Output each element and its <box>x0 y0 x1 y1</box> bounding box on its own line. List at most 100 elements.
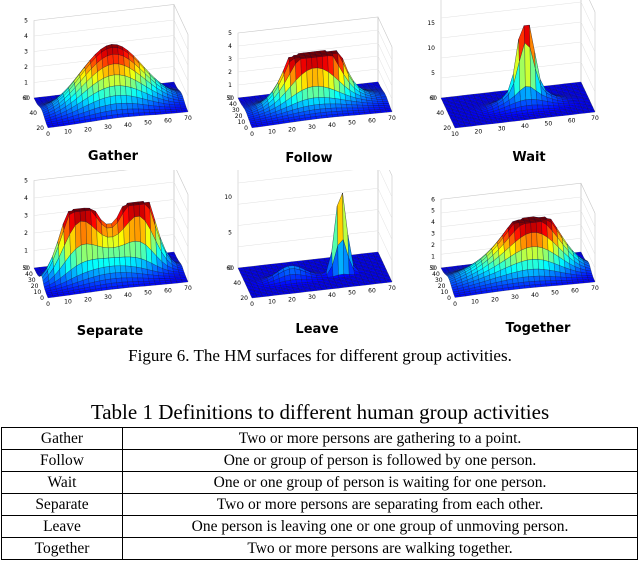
y-tick-label: 0 <box>447 295 451 302</box>
surface-patch <box>528 276 535 282</box>
surface-patch <box>523 281 530 286</box>
x-tick-label: 70 <box>591 115 599 122</box>
y-tick-label: 30 <box>232 107 240 114</box>
surface-patch <box>537 104 544 110</box>
x-tick-label: 30 <box>308 124 316 131</box>
y-tick-label: 20 <box>235 113 243 120</box>
surface-patch <box>319 108 327 113</box>
surface-patch <box>545 283 553 287</box>
surface-patch <box>346 107 354 112</box>
surface-patch <box>86 243 93 261</box>
grid-line <box>440 61 596 93</box>
y-tick-label: 40 <box>432 271 440 278</box>
surface-patch <box>570 273 578 278</box>
surface-patch <box>121 103 128 110</box>
y-tick-label: 20 <box>36 125 44 132</box>
x-tick-label: 40 <box>124 122 132 129</box>
surface-patch <box>525 86 532 100</box>
surface-patch <box>555 280 563 284</box>
surface-patch <box>367 105 375 108</box>
surface-patch <box>302 98 309 108</box>
surface-patch <box>111 44 118 48</box>
surface-patch <box>316 275 323 278</box>
surface-patch <box>385 110 393 113</box>
surface-patch <box>154 109 161 113</box>
grid-line <box>237 187 393 219</box>
back-wall <box>237 170 379 269</box>
surface-patch <box>350 100 358 106</box>
surface-patch <box>531 246 539 260</box>
grid-line <box>440 1 596 33</box>
surface-patch <box>122 284 129 289</box>
surface-patch <box>87 259 94 272</box>
surface-patch <box>538 268 545 277</box>
surface-patch <box>529 284 536 288</box>
surface-patch <box>97 258 105 269</box>
y-tick-label: 60 <box>226 265 234 272</box>
surface-patch <box>542 104 549 109</box>
surface-patch <box>534 284 542 288</box>
surface-patch <box>363 107 370 111</box>
figure-caption: Figure 6. The HM surfaces for different … <box>128 346 512 365</box>
surface-patch <box>169 106 177 110</box>
z-tick-label: 1 <box>24 248 28 255</box>
surface-patch <box>361 102 369 106</box>
surface-patch <box>114 74 121 87</box>
surface-patch <box>317 67 324 88</box>
y-tick-label: 50 <box>22 265 30 272</box>
x-tick-label: 70 <box>591 285 599 292</box>
surface-patch <box>340 99 347 105</box>
x-tick-label: 70 <box>388 115 396 122</box>
surface-patch <box>330 103 337 109</box>
surface-patch <box>369 111 376 114</box>
plot-label-leave: Leave <box>295 322 339 337</box>
surface-patch <box>531 232 538 247</box>
surface-patch <box>111 285 119 290</box>
surface-patch <box>301 87 309 101</box>
surface-patch <box>536 232 543 249</box>
surface-patch <box>124 256 132 267</box>
z-tick-label: 3 <box>431 231 435 238</box>
z-tick-label: 5 <box>431 70 435 77</box>
surface-patch <box>380 110 387 113</box>
table-row: Gather Two or more persons are gathering… <box>1 427 638 450</box>
surface-patch <box>307 86 314 100</box>
surface-patch <box>562 101 570 105</box>
surface-patch <box>104 273 111 280</box>
z-tick-label: 2 <box>24 230 28 237</box>
surface-patch <box>153 278 160 282</box>
surface-patch <box>137 103 144 110</box>
surface-patch <box>142 273 149 279</box>
surface-patch <box>134 216 141 243</box>
surface-patch <box>142 104 150 110</box>
surface-patch <box>109 272 117 280</box>
surface-patch <box>588 280 596 283</box>
x-tick-label: 60 <box>368 117 376 124</box>
surface-patch <box>160 282 167 285</box>
y-tick-label: 40 <box>436 110 444 117</box>
x-tick-label: 70 <box>184 115 192 122</box>
surface-patch <box>522 276 530 283</box>
surface-patch <box>135 257 142 269</box>
surface-patch <box>120 265 127 273</box>
surface-patch <box>322 68 330 89</box>
surface-patch <box>288 265 295 270</box>
surface-patch <box>91 244 99 260</box>
grid-line <box>33 181 189 213</box>
y-tick-label: 0 <box>244 125 248 132</box>
surface-patch <box>102 247 109 259</box>
surface-patch <box>526 246 533 261</box>
surface-patch <box>517 277 524 283</box>
z-tick-label: 3 <box>228 56 232 63</box>
table-row: Together Two or more persons are walking… <box>1 537 638 560</box>
surface-patch <box>578 281 585 284</box>
surface-patch <box>125 86 132 97</box>
surface-patch <box>321 115 328 119</box>
surface-patch <box>125 265 132 273</box>
z-tick-label: 1 <box>431 254 435 261</box>
surface-patch <box>114 85 121 96</box>
definition-cell: Two or more persons are gathering to a p… <box>122 427 638 450</box>
surface-patch <box>586 275 594 278</box>
definition-cell: One person is leaving one or one group o… <box>122 515 638 538</box>
